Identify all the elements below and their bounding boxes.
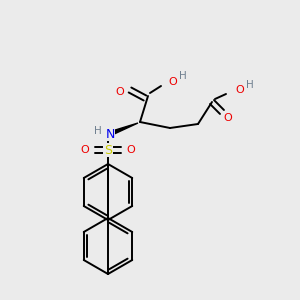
Text: N: N — [105, 128, 115, 140]
Text: O: O — [81, 145, 89, 155]
Text: O: O — [127, 145, 135, 155]
Text: O: O — [224, 113, 232, 123]
Text: H: H — [94, 126, 102, 136]
Text: H: H — [179, 71, 187, 81]
Text: O: O — [236, 85, 244, 95]
Text: S: S — [104, 143, 112, 157]
Text: H: H — [246, 80, 254, 90]
Text: O: O — [116, 87, 124, 97]
Polygon shape — [112, 123, 138, 135]
Text: O: O — [169, 77, 177, 87]
